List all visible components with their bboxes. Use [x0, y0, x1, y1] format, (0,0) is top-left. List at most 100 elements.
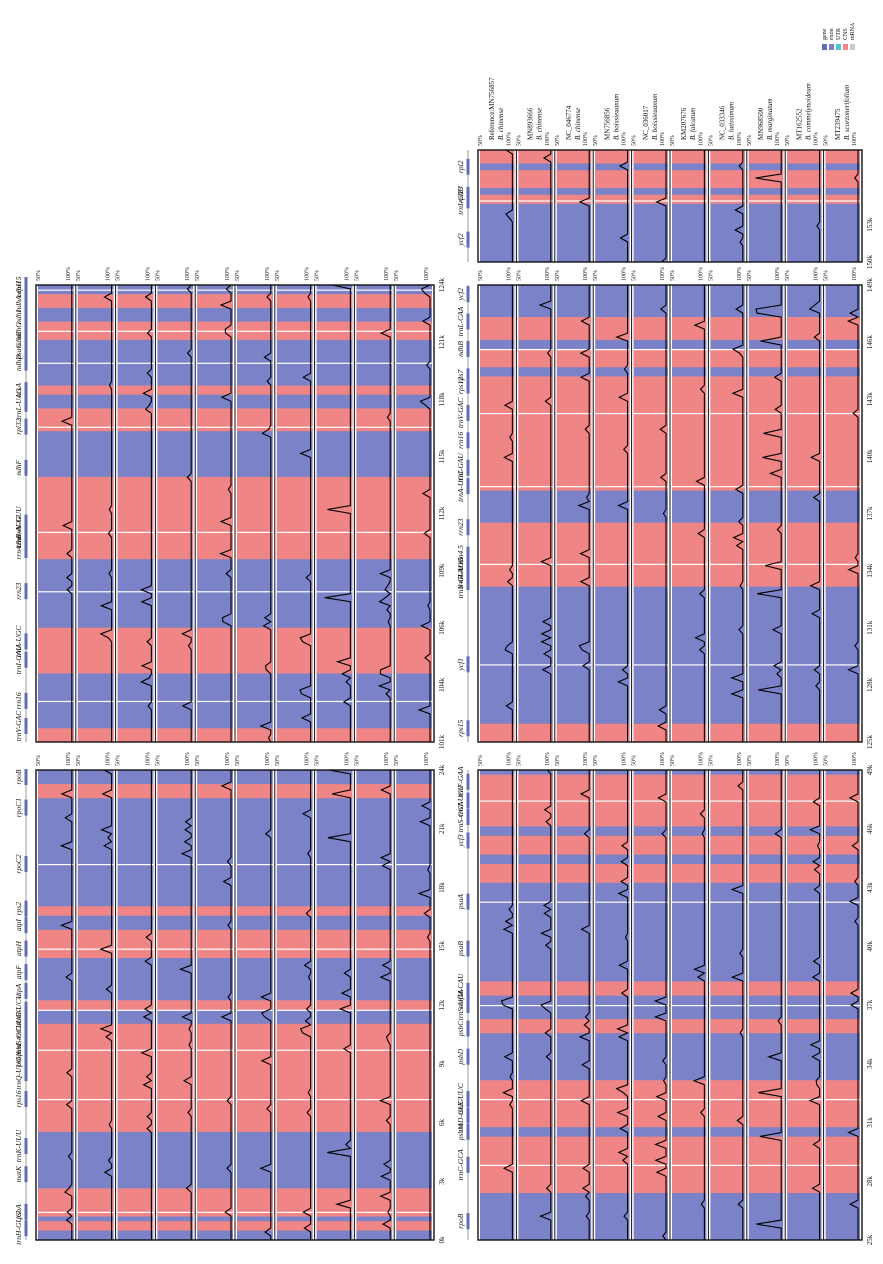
position-tick: 37k — [866, 999, 874, 1010]
species-name: B. chinense — [497, 108, 505, 140]
cns-band — [480, 522, 515, 587]
gene-label: rps15 — [14, 276, 23, 293]
cns-band — [595, 723, 630, 742]
species-name: B. scorzonerifolium — [843, 85, 851, 140]
cns-band — [480, 376, 515, 491]
gap-line — [197, 1009, 233, 1011]
position-tick: 6k — [438, 1119, 446, 1127]
gap-line — [710, 1005, 745, 1007]
gene-label: ndhF — [14, 459, 23, 475]
pct-100-label: 100% — [265, 267, 271, 281]
lane-E-10: 100% 50% — [824, 132, 863, 262]
cns-band — [672, 194, 707, 204]
cns-band — [518, 376, 553, 491]
pct-100-label: 100% — [660, 132, 666, 146]
gap-line — [825, 1099, 860, 1101]
pct-100-label: 100% — [698, 267, 704, 281]
panel-B: 100% 50% 100% 50% 100% 50% 100% 50% 100% 50% 100% 5… — [456, 752, 874, 1245]
gap-line — [825, 800, 860, 802]
gap-line — [396, 1099, 432, 1101]
cns-band — [825, 194, 860, 204]
similarity-profile — [578, 150, 590, 262]
similarity-profile — [846, 285, 860, 742]
cns-band — [117, 1221, 154, 1231]
cns-band — [157, 728, 194, 742]
pct-100-label: 100% — [737, 132, 743, 146]
gap-line — [77, 426, 114, 428]
lane-A-7: 100% 50% — [275, 752, 316, 1240]
gene-label: rps15 — [456, 719, 465, 736]
similarity-profile — [847, 770, 859, 1240]
gap-line — [117, 700, 154, 703]
gene-arrow — [24, 523, 28, 540]
lane-A-4: 100% 50% — [155, 752, 196, 1240]
lane-D-3: 100% 50% — [555, 267, 594, 742]
cns-band — [787, 316, 822, 340]
similarity-profile — [655, 150, 667, 263]
position-tick: 3k — [438, 1177, 446, 1185]
cns-band — [276, 408, 313, 432]
lane-C-7: 100% 50% — [275, 267, 316, 742]
cns-band — [117, 476, 154, 560]
gap-line — [518, 200, 553, 202]
gap-line — [595, 486, 630, 488]
gene-label: trnT-UGU — [456, 784, 465, 816]
position-tick: 104k — [438, 677, 446, 692]
lane-E-1: 100% 50% — [478, 132, 517, 262]
gap-line — [316, 948, 353, 950]
position-tick: 24k — [438, 764, 446, 775]
gap-line — [480, 486, 515, 488]
similarity-profile — [259, 285, 272, 743]
gap-line — [276, 864, 313, 866]
pct-50-label: 50% — [478, 755, 484, 766]
gap-line — [748, 1005, 784, 1007]
cns-band — [356, 728, 393, 742]
gap-line — [787, 348, 822, 351]
pct-50-label: 50% — [76, 755, 82, 766]
lane-E-9: 100% 50% — [785, 132, 825, 262]
gap-line — [787, 412, 822, 415]
similarity-profile — [178, 770, 193, 1240]
gap-line — [825, 200, 860, 202]
gap-line — [672, 1164, 707, 1166]
cns-band — [316, 784, 353, 799]
cns-band — [710, 835, 745, 855]
gene-label: psaA — [456, 894, 465, 910]
gene-label: rpoC1 — [14, 798, 23, 817]
lane-E-2: 100% 50% — [516, 132, 556, 262]
pct-50-label: 50% — [394, 270, 400, 281]
cns-band — [237, 294, 273, 308]
gap-line — [117, 1099, 154, 1101]
pct-50-label: 50% — [785, 755, 791, 766]
cns-band — [556, 348, 592, 368]
gap-line — [77, 700, 114, 703]
gap-line — [38, 362, 74, 364]
cns-band — [633, 170, 668, 189]
cns-band — [787, 723, 822, 742]
lane-C-5: 100% 50% — [195, 267, 236, 742]
pct-100-label: 100% — [583, 132, 589, 146]
cns-band — [480, 835, 515, 855]
gap-line — [633, 800, 668, 802]
lane-B-3: 100% 50% — [555, 752, 594, 1240]
pct-100-label: 100% — [775, 132, 781, 146]
cns-band — [518, 348, 553, 368]
gap-line — [237, 591, 273, 593]
pct-100-label: 100% — [852, 132, 858, 146]
gene-arrow — [24, 459, 28, 476]
cns-band — [356, 1221, 393, 1231]
sequence-id: MT239475 — [834, 108, 842, 140]
cns-band — [672, 522, 707, 587]
gap-line — [117, 426, 154, 428]
gap-line — [237, 330, 273, 332]
legend-label: exon — [829, 28, 835, 40]
position-tick: 124k — [438, 278, 446, 293]
species-name: B. marginatum — [766, 98, 774, 140]
similarity-profile — [219, 284, 232, 742]
gene-arrow — [466, 982, 470, 999]
cns-band — [787, 194, 822, 204]
cns-band — [595, 150, 630, 164]
gene-label: ndhE — [14, 332, 23, 348]
pct-100-label: 100% — [814, 752, 820, 766]
gap-line — [197, 1211, 233, 1213]
